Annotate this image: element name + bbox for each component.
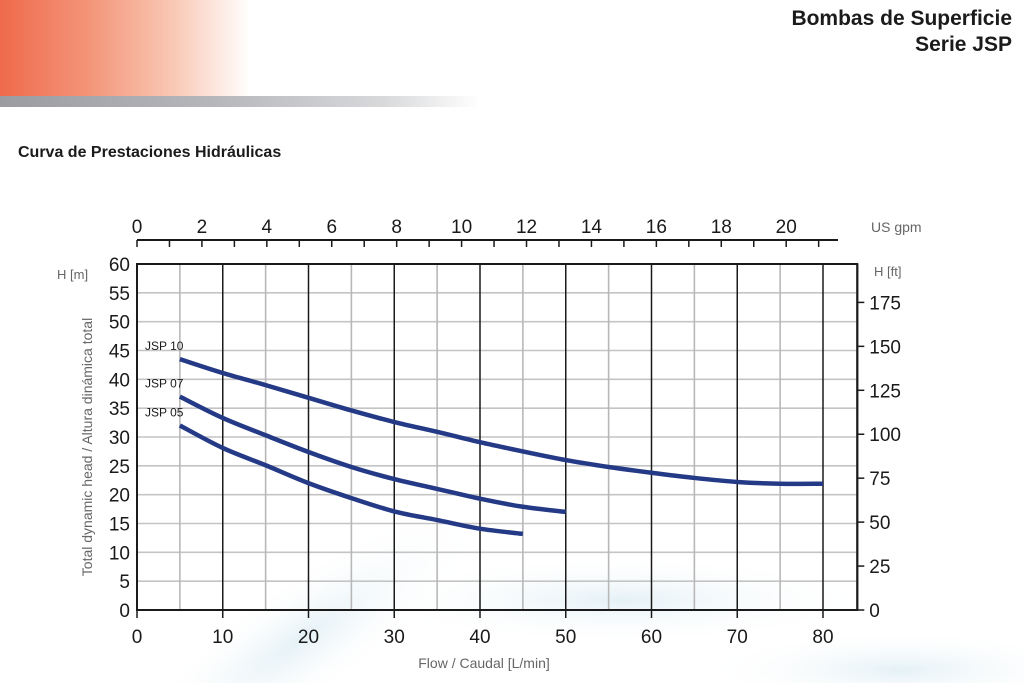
x-tick-label: 10 bbox=[212, 627, 233, 648]
y-tick-label: 40 bbox=[109, 370, 130, 391]
header-title-line1: Bombas de Superficie bbox=[791, 7, 1012, 30]
x-tick-label: 60 bbox=[641, 627, 662, 648]
series-label: JSP 07 bbox=[145, 377, 184, 391]
x-tick-label: 80 bbox=[812, 627, 833, 648]
header-title-line2: Serie JSP bbox=[915, 33, 1012, 56]
y-tick-label: 45 bbox=[109, 342, 130, 363]
gpm-tick-label: 6 bbox=[326, 217, 337, 238]
ft-tick-label: 75 bbox=[869, 469, 890, 490]
x-tick-label: 40 bbox=[469, 627, 490, 648]
chart-axes bbox=[136, 239, 865, 618]
y-tick-label: 25 bbox=[109, 457, 130, 478]
y-tick-label: 0 bbox=[119, 601, 130, 622]
y-axis-unit: H [m] bbox=[57, 267, 88, 282]
y-tick-label: 15 bbox=[109, 515, 130, 536]
y-tick-label: 20 bbox=[109, 486, 130, 507]
gpm-tick-label: 18 bbox=[711, 217, 732, 238]
x-tick-label: 70 bbox=[727, 627, 748, 648]
ft-tick-label: 100 bbox=[869, 425, 901, 446]
x-axis-label: Flow / Caudal [L/min] bbox=[418, 655, 550, 671]
series-label: JSP 05 bbox=[145, 405, 184, 419]
chart-series bbox=[178, 357, 824, 537]
ft-tick-label: 25 bbox=[869, 557, 890, 578]
header-bar bbox=[0, 96, 480, 107]
gpm-tick-label: 0 bbox=[132, 217, 143, 238]
gpm-tick-label: 8 bbox=[391, 217, 402, 238]
x-tick-label: 30 bbox=[384, 627, 405, 648]
secondary-x-unit: US gpm bbox=[871, 219, 922, 235]
ft-tick-label: 175 bbox=[869, 293, 901, 314]
gpm-tick-label: 16 bbox=[646, 217, 667, 238]
gpm-tick-label: 10 bbox=[451, 217, 472, 238]
chart-grid bbox=[137, 264, 858, 618]
header-gradient bbox=[0, 0, 250, 96]
y-tick-label: 50 bbox=[109, 313, 130, 334]
series-label: JSP 10 bbox=[145, 339, 184, 353]
gpm-tick-label: 2 bbox=[197, 217, 208, 238]
gpm-tick-label: 20 bbox=[776, 217, 797, 238]
x-tick-label: 20 bbox=[298, 627, 319, 648]
y-tick-label: 60 bbox=[109, 255, 130, 276]
series-line-jsp-05 bbox=[178, 423, 524, 537]
y-tick-label: 10 bbox=[109, 543, 130, 564]
ft-tick-label: 0 bbox=[869, 601, 880, 622]
y-tick-label: 30 bbox=[109, 428, 130, 449]
background-watermark bbox=[116, 504, 1024, 683]
gpm-tick-label: 12 bbox=[516, 217, 537, 238]
y-tick-label: 35 bbox=[109, 399, 130, 420]
ft-tick-label: 125 bbox=[869, 381, 901, 402]
header-title: Bombas de Superficie Serie JSP bbox=[791, 6, 1012, 58]
gpm-tick-label: 14 bbox=[581, 217, 603, 238]
y-axis-label: Total dynamic head / Altura dinámica tot… bbox=[79, 318, 95, 576]
ft-tick-label: 50 bbox=[869, 513, 890, 534]
x-tick-label: 0 bbox=[132, 627, 143, 648]
section-title: Curva de Prestaciones Hidráulicas bbox=[18, 144, 282, 161]
series-line-jsp-07 bbox=[178, 394, 567, 515]
series-line-jsp-10 bbox=[179, 357, 824, 487]
gpm-tick-label: 4 bbox=[262, 217, 273, 238]
ft-tick-label: 150 bbox=[869, 337, 901, 358]
secondary-y-unit: H [ft] bbox=[874, 264, 901, 279]
y-tick-label: 5 bbox=[119, 572, 130, 593]
y-tick-label: 55 bbox=[109, 284, 130, 305]
x-tick-label: 50 bbox=[555, 627, 576, 648]
